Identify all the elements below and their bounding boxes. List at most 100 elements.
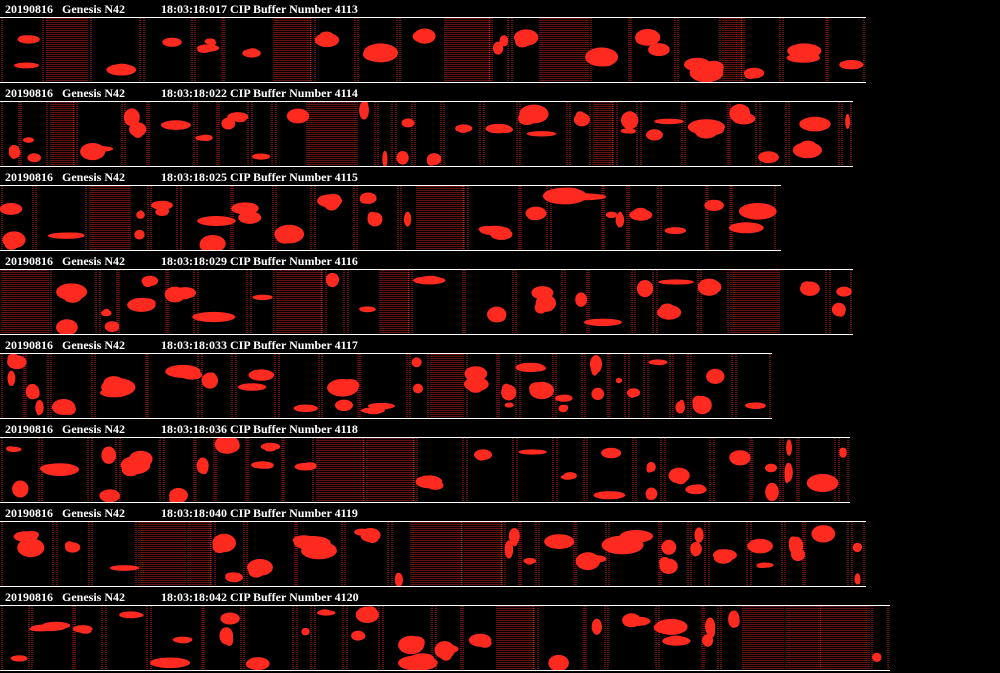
header-rule — [0, 17, 866, 18]
particle-blob — [79, 628, 92, 634]
buffer-time: 18:03:18:029 — [161, 254, 227, 268]
particle-blob — [562, 404, 569, 411]
particle-blob — [622, 615, 635, 625]
strip-baseline — [0, 82, 866, 83]
buffer-time: 18:03:18:033 — [161, 338, 227, 352]
particle-blob — [707, 281, 722, 294]
particle-blob — [497, 227, 511, 236]
particle-blob — [169, 121, 188, 129]
particle-blob — [107, 449, 116, 462]
particle-blob — [729, 451, 743, 463]
header-rule — [0, 269, 853, 270]
particle-blob — [319, 609, 331, 614]
particle-blob — [16, 481, 26, 494]
particle-blob — [124, 112, 134, 126]
particle-blob — [89, 144, 105, 157]
strip-baseline — [0, 250, 781, 251]
buffer-header: 20190816 Genesis N42 18:03:18:017 CIP Buff… — [0, 0, 1000, 18]
particle-blob — [103, 376, 125, 389]
particle-blob — [800, 281, 813, 292]
particle-blob — [653, 622, 674, 634]
header-rule — [0, 185, 781, 186]
particle-blob — [212, 540, 227, 554]
buffer-number: 4116 — [334, 254, 358, 268]
particle-blob — [200, 462, 209, 475]
buffer-strip: 20190816 Genesis N42 18:03:18:033 CIP Buff… — [0, 336, 1000, 420]
buffer-strip: 20190816 Genesis N42 18:03:18:022 CIP Buff… — [0, 84, 1000, 168]
particle-blob — [593, 320, 617, 326]
particle-blob — [633, 207, 648, 216]
particle-blob — [579, 295, 586, 306]
particle-blob — [697, 529, 703, 541]
particle-blob — [666, 228, 680, 233]
particle-blob — [132, 128, 144, 138]
particle-blob — [16, 655, 27, 661]
buffer-date: 20190816 — [5, 170, 53, 184]
particle-blob — [384, 154, 388, 166]
buffer-strip: 20190816 Genesis N42 18:03:18:017 CIP Buff… — [0, 0, 1000, 84]
particle-images — [1, 354, 771, 418]
particle-blob — [167, 39, 179, 46]
particle-blob — [362, 102, 369, 113]
buffer-number: 4113 — [334, 2, 358, 16]
particle-blob — [795, 55, 816, 62]
header-rule — [0, 437, 850, 438]
particle-blob — [9, 371, 14, 382]
buffer-title: 18:03:18:033 CIP Buffer Number 4117 — [161, 336, 358, 354]
particle-blob — [595, 53, 616, 67]
particle-blob — [819, 525, 834, 538]
buffer-label: CIP Buffer Number — [230, 254, 332, 268]
particle-blob — [799, 140, 817, 152]
particle-blob — [412, 31, 426, 42]
particle-blob — [7, 354, 20, 364]
particle-blob — [502, 37, 508, 46]
particle-blob — [626, 130, 636, 134]
probe-name: Genesis N42 — [62, 590, 125, 604]
buffer-title: 18:03:18:029 CIP Buffer Number 4116 — [161, 252, 358, 270]
particle-blob — [659, 556, 671, 568]
buffer-strip: 20190816 Genesis N42 18:03:18:036 CIP Buff… — [0, 420, 1000, 504]
buffer-number: 4117 — [334, 338, 358, 352]
particle-blob — [99, 490, 112, 500]
particle-blob — [678, 399, 685, 409]
buffer-date: 20190816 — [5, 506, 53, 520]
particle-images — [1, 270, 852, 334]
particle-blob — [61, 322, 75, 334]
buffer-strip: 20190816 Genesis N42 18:03:18:042 CIP Buff… — [0, 588, 1000, 672]
particle-blob — [181, 370, 203, 380]
particle-blob — [42, 624, 60, 630]
particle-blob — [497, 126, 513, 133]
particle-blob — [40, 464, 63, 473]
particle-blob — [872, 653, 879, 661]
particle-blob — [233, 115, 247, 123]
particle-blob — [660, 303, 675, 314]
particle-blob — [547, 534, 566, 545]
particle-blob — [814, 478, 834, 492]
particle-blob — [769, 464, 777, 471]
particle-blob — [478, 225, 497, 233]
particle-blob — [359, 306, 370, 311]
particle-blob — [357, 632, 366, 640]
probe-name: Genesis N42 — [62, 86, 125, 100]
particle-blob — [691, 546, 699, 557]
particle-blob — [197, 47, 211, 53]
particle-blob — [61, 232, 84, 238]
particle-blob — [845, 114, 849, 125]
particle-blob — [208, 218, 233, 226]
particle-blob — [169, 494, 181, 502]
particle-blob — [395, 572, 401, 583]
buffer-date: 20190816 — [5, 86, 53, 100]
particle-blob — [693, 124, 708, 134]
particle-blob — [617, 211, 623, 222]
particle-blob — [534, 301, 547, 314]
particle-blob — [367, 211, 377, 222]
particle-blob — [732, 223, 754, 232]
particle-blob — [674, 473, 687, 485]
particle-blob — [708, 625, 716, 638]
particle-images — [1, 606, 889, 670]
particle-blob — [427, 480, 444, 490]
particle-blob — [329, 281, 336, 288]
particle-blob — [623, 533, 644, 543]
particle-blob — [64, 541, 75, 549]
particle-blob — [737, 105, 750, 119]
